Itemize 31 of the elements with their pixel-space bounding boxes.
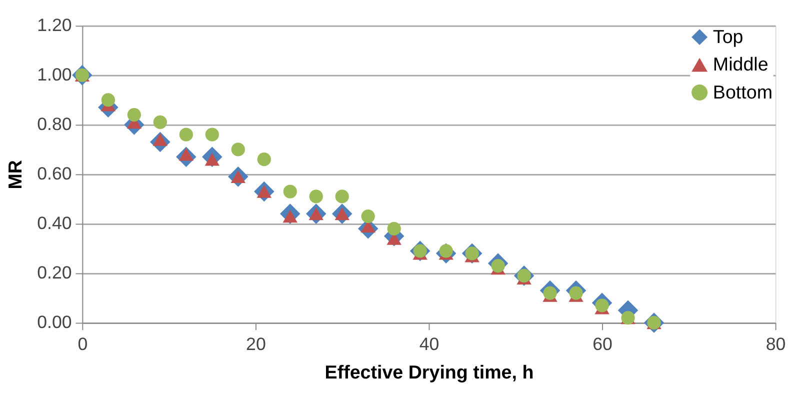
- x-tick-label: 80: [766, 334, 786, 354]
- point: [101, 93, 115, 107]
- point: [361, 209, 375, 224]
- legend-label: Middle: [712, 54, 768, 75]
- y-axis-title: MR: [4, 160, 26, 190]
- point: [257, 152, 271, 166]
- point: [387, 222, 401, 236]
- x-axis-title: Effective Drying time, h: [324, 362, 534, 383]
- y-tick-label: 0.80: [37, 114, 72, 134]
- point: [231, 142, 245, 156]
- y-tick-label: 0.40: [37, 213, 72, 234]
- point: [595, 298, 609, 312]
- point: [283, 184, 297, 198]
- legend-label: Bottom: [712, 81, 772, 102]
- y-tick-label: 0.00: [37, 312, 72, 332]
- point: [205, 128, 219, 142]
- point: [153, 115, 167, 130]
- x-tick-label: 20: [246, 334, 266, 354]
- point: [179, 128, 193, 142]
- point: [335, 190, 349, 204]
- point: [127, 108, 141, 122]
- point: [491, 258, 505, 273]
- legend-label: Top: [712, 26, 744, 48]
- y-tick-label: 1.00: [37, 64, 72, 85]
- x-tick-label: 40: [419, 334, 440, 354]
- x-tick-label: 0: [78, 334, 88, 354]
- point: [309, 190, 323, 204]
- y-tick-label: 0.20: [37, 262, 72, 283]
- y-tick-label: 0.60: [37, 164, 72, 184]
- y-tick-label: 1.20: [37, 15, 72, 36]
- x-tick-label: 60: [592, 334, 613, 354]
